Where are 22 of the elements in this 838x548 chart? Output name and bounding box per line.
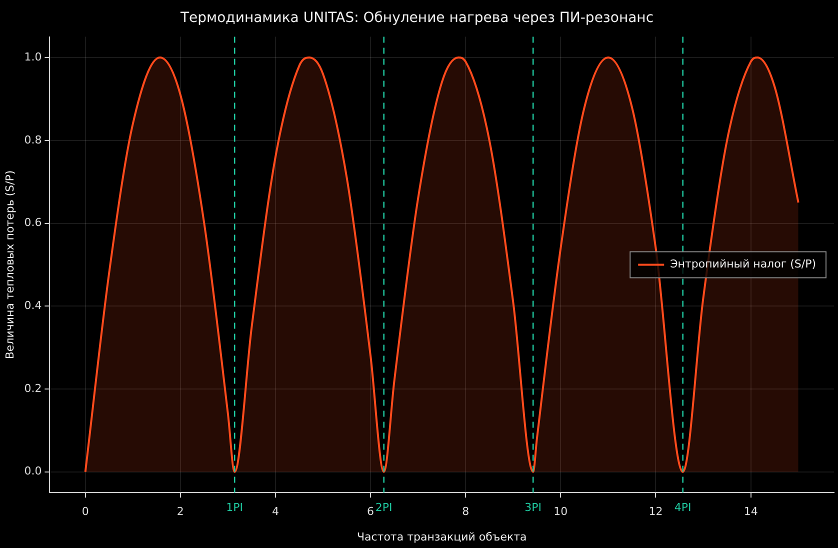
x-tick-label: 0 (82, 505, 89, 518)
legend-label: Энтропийный налог (S/P) (670, 258, 816, 271)
x-tick-label: 4 (272, 505, 279, 518)
ref-line-label: 1PI (226, 500, 244, 514)
ref-line-label: 3PI (524, 500, 542, 514)
y-tick-label: 1.0 (24, 50, 42, 64)
y-tick-label: 0.0 (24, 464, 42, 478)
chart-title: Термодинамика UNITAS: Обнуление нагрева через ПИ-резонанс (179, 10, 654, 26)
ref-line-label: 2PI (375, 500, 392, 514)
x-axis-title: Частота транзакций объекта (356, 530, 527, 544)
y-tick-label: 0.6 (24, 216, 42, 230)
x-tick-label: 10 (554, 505, 568, 518)
y-tick-label: 0.8 (24, 133, 42, 146)
ref-line-label: 4PI (674, 500, 692, 514)
x-tick-label: 2 (176, 505, 184, 518)
y-tick-label: 0.4 (24, 298, 42, 312)
x-tick-label: 12 (648, 505, 663, 518)
x-tick-label: 14 (744, 505, 758, 518)
y-axis-title: Величина тепловых потерь (S/P) (3, 170, 16, 360)
x-tick-label: 6 (367, 505, 374, 518)
x-tick-label: 8 (462, 505, 470, 518)
y-tick-label: 0.2 (24, 382, 42, 395)
